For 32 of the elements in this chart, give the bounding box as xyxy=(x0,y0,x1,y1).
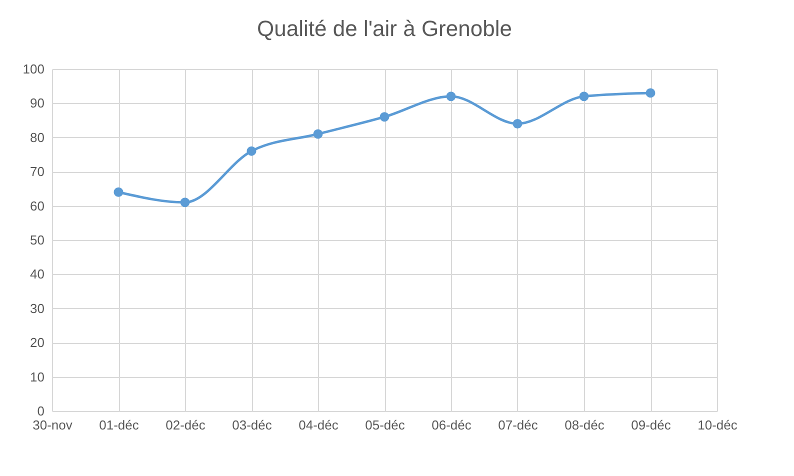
point xyxy=(313,129,323,139)
x-tick-label: 01-déc xyxy=(99,418,140,432)
y-tick-label: 20 xyxy=(30,335,44,350)
x-tick-label: 10-déc xyxy=(698,418,738,432)
x-tick-label: 08-déc xyxy=(564,418,605,432)
y-tick-label: 40 xyxy=(30,266,44,282)
y-tick-label: 10 xyxy=(30,369,44,384)
y-tick-label: 0 xyxy=(37,404,44,418)
point xyxy=(180,198,190,208)
point xyxy=(446,92,456,102)
x-tick-label: 05-déc xyxy=(365,418,406,432)
point xyxy=(512,118,522,128)
point xyxy=(380,112,390,122)
x-tick-label: 07-déc xyxy=(498,418,538,432)
x-tick-label: 06-déc xyxy=(432,418,472,432)
y-tick-label: 100 xyxy=(22,62,44,76)
y-tick-label: 80 xyxy=(30,130,44,145)
chart-title: Qualité de l'air à Grenoble xyxy=(257,16,512,41)
point xyxy=(246,146,256,156)
x-tick-label: 09-déc xyxy=(631,418,672,432)
x-tick-label: 30-nov xyxy=(32,418,73,432)
y-tick-label: 50 xyxy=(30,232,44,248)
y-tick-label: 70 xyxy=(30,164,44,180)
y-tick-label: 60 xyxy=(30,198,44,214)
x-tick-label: 02-déc xyxy=(166,418,206,432)
y-tick-label: 30 xyxy=(30,300,44,316)
y-tick-label: 90 xyxy=(30,96,44,111)
point xyxy=(114,187,124,197)
point xyxy=(579,92,589,102)
x-tick-label: 04-déc xyxy=(298,418,339,432)
x-tick-label: 03-déc xyxy=(232,418,272,432)
point xyxy=(646,88,656,98)
